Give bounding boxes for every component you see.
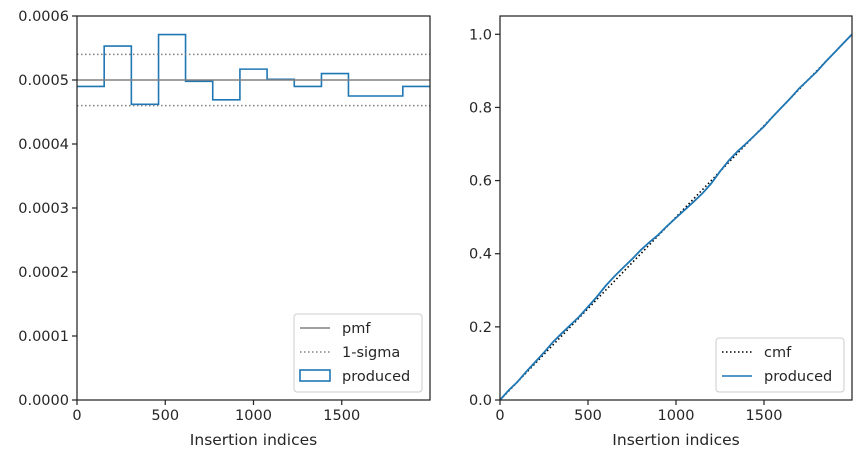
produced-histogram — [77, 33, 430, 106]
y-tick-label: 0.4 — [469, 247, 492, 263]
right-chart-panel: 0 500 1000 1500 0.0 0.2 0.4 0.6 0.8 1.0 Insertion … — [469, 15, 853, 449]
x-tick-label: 1000 — [235, 408, 272, 424]
y-tick-label: 0.0002 — [18, 265, 69, 281]
x-axis-title: Insertion indices — [190, 431, 317, 449]
y-tick-label: 0.0003 — [18, 201, 69, 217]
y-tick-label: 0.0005 — [18, 73, 69, 89]
y-tick-label: 0.8 — [469, 100, 492, 116]
legend-box — [715, 337, 845, 393]
x-tick-label: 1000 — [658, 408, 695, 424]
y-tick-label: 0.2 — [469, 320, 492, 336]
y-tick-label: 0.0006 — [18, 9, 69, 25]
x-tick-label: 500 — [574, 408, 602, 424]
legend-box — [293, 313, 423, 393]
legend-label: cmf — [764, 345, 792, 361]
legend: pmf 1-sigma produced — [293, 313, 423, 393]
x-tick-label: 1500 — [746, 408, 783, 424]
y-tick-label: 1.0 — [469, 27, 492, 43]
x-tick-label: 0 — [72, 408, 81, 424]
x-axis-title: Insertion indices — [612, 431, 739, 449]
legend-label: produced — [342, 369, 410, 385]
cmf-line — [500, 33, 852, 400]
legend-label: 1-sigma — [342, 345, 400, 361]
y-tick-label: 0.6 — [469, 174, 492, 190]
plot-area — [77, 33, 430, 107]
left-chart-panel: 0 500 1000 1500 0.0000 0.0001 0.0002 0.0003 0.00… — [18, 9, 431, 449]
x-tick-label: 1500 — [323, 408, 360, 424]
legend: cmf produced — [715, 337, 845, 393]
x-tick-label: 500 — [151, 408, 179, 424]
y-tick-label: 0.0004 — [18, 137, 69, 153]
y-tick-label: 0.0001 — [18, 329, 69, 345]
legend-label: pmf — [342, 321, 371, 337]
legend-produced-swatch — [299, 369, 331, 382]
y-tick-label: 0.0 — [469, 393, 492, 409]
x-tick-label: 0 — [495, 408, 504, 424]
y-tick-label: 0.0000 — [18, 393, 69, 409]
legend-label: produced — [764, 369, 832, 385]
